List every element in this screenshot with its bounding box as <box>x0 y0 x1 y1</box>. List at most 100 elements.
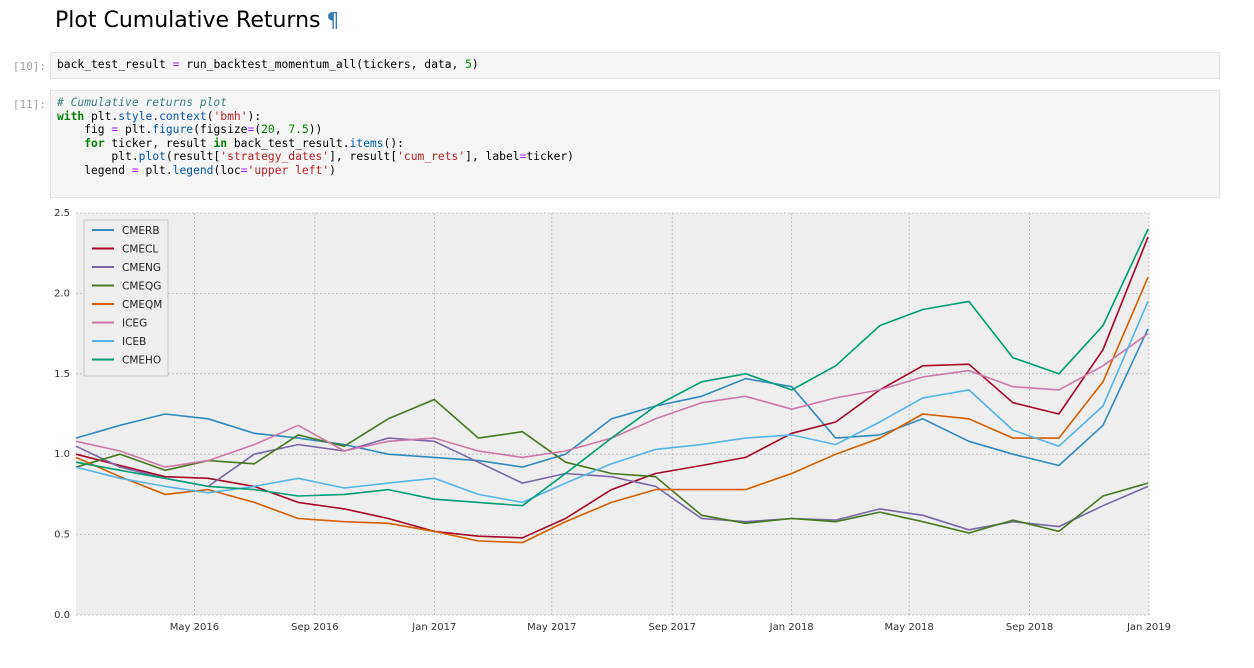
y-axis: 0.0 0.5 1.0 1.5 2.0 2.5 <box>54 208 70 621</box>
x-tick-label: Sep 2017 <box>648 622 695 633</box>
x-tick-label: May 2018 <box>884 622 933 633</box>
code-input[interactable]: # Cumulative returns plot with plt.style.… <box>50 90 1220 198</box>
legend: CMERB CMECL CMENG CMEQG CMEQM ICEG ICEB CMEHO <box>83 219 169 377</box>
legend-label: ICEB <box>122 336 146 348</box>
code-token: plt <box>118 123 146 137</box>
code-token: ): <box>247 109 262 123</box>
x-tick-label: Sep 2016 <box>291 622 338 633</box>
code-token: plt <box>57 150 132 164</box>
code-token: ) <box>329 163 336 177</box>
code-token: (figsize <box>193 123 248 137</box>
legend-label: CMEQM <box>122 299 162 311</box>
code-token: ( <box>254 123 262 137</box>
code-token: . <box>145 123 153 137</box>
code-token: . <box>165 163 173 177</box>
grid-lines <box>76 212 1150 616</box>
code-token: = <box>240 163 248 177</box>
series-line-cmeho <box>75 228 1149 507</box>
code-token: 5 <box>465 58 472 71</box>
code-token: . <box>342 136 350 150</box>
series-line-cmeng <box>75 437 1149 531</box>
page-title-text: Plot Cumulative Returns <box>55 8 321 33</box>
code-line: back_test_result = run_backtest_momentum… <box>57 58 1213 72</box>
code-token: 'strategy_dates' <box>220 150 330 164</box>
legend-label: ICEG <box>122 318 147 330</box>
code-token: = <box>111 123 119 137</box>
y-tick-label: 1.0 <box>54 449 70 460</box>
code-token: context <box>159 109 207 123</box>
cumulative-returns-chart: 0.0 0.5 1.0 1.5 2.0 2.5 May 2016 Sep 2016 Jan 2… <box>40 203 1180 643</box>
series-line-cmeqm <box>75 276 1149 544</box>
series-line-iceb <box>75 301 1149 504</box>
code-token: figure <box>152 123 194 137</box>
code-token: fig <box>57 123 112 137</box>
code-line: for ticker, result in back_test_result.i… <box>57 137 1213 151</box>
x-tick-label: Jan 2019 <box>1126 622 1171 633</box>
code-input[interactable]: back_test_result = run_backtest_momentum… <box>50 52 1220 79</box>
code-token: = <box>172 58 180 71</box>
code-token: = <box>247 123 255 137</box>
x-axis: May 2016 Sep 2016 Jan 2017 May 2017 Sep 2017… <box>170 622 1171 633</box>
y-tick-label: 0.5 <box>54 530 70 541</box>
legend-label: CMEHO <box>122 355 161 367</box>
plot-area <box>76 213 1149 615</box>
code-token: # Cumulative returns plot <box>57 96 228 109</box>
x-tick-label: Sep 2018 <box>1006 622 1053 633</box>
series-line-cmerb <box>75 328 1149 468</box>
code-token: = <box>131 163 139 177</box>
code-line: legend = plt.legend(loc='upper left') <box>57 164 1213 178</box>
code-token: = <box>519 150 527 164</box>
x-tick-label: May 2016 <box>170 622 219 633</box>
code-token: )) <box>308 123 323 137</box>
code-token: legend <box>57 163 132 177</box>
code-token: run_backtest_momentum_all(tickers, data, <box>179 58 466 71</box>
code-token: plt <box>84 109 112 123</box>
code-token: . <box>131 150 139 164</box>
code-token: . <box>111 109 119 123</box>
cell-prompt: [11]: <box>12 98 46 111</box>
code-token: 20 <box>261 123 275 137</box>
code-token: back_test_result <box>227 136 343 150</box>
code-token: 'cum_rets' <box>397 150 466 164</box>
code-token <box>57 137 84 150</box>
code-token: style <box>118 109 153 123</box>
code-token: ], label <box>465 150 520 164</box>
code-token: (): <box>383 136 404 150</box>
x-tick-label: Jan 2018 <box>769 622 814 633</box>
code-line: with plt.style.context('bmh'): <box>57 110 1213 124</box>
legend-label: CMEQG <box>122 281 161 293</box>
code-token: back_test_result <box>57 58 173 71</box>
legend-box <box>83 219 169 377</box>
code-token: ) <box>471 58 479 71</box>
code-line: plt.plot(result['strategy_dates'], resul… <box>57 150 1213 164</box>
legend-label: CMERB <box>122 225 160 237</box>
code-token: , <box>274 123 289 137</box>
y-tick-label: 2.5 <box>54 208 70 219</box>
series-lines <box>75 228 1149 544</box>
code-token: 'upper left' <box>247 163 330 177</box>
chart-svg: 0.0 0.5 1.0 1.5 2.0 2.5 May 2016 Sep 2016 Jan 2… <box>54 208 1171 633</box>
code-token: plot <box>138 150 166 164</box>
y-tick-label: 1.5 <box>54 369 70 380</box>
x-tick-label: May 2017 <box>527 622 576 633</box>
code-token: with <box>57 109 85 123</box>
code-token: ( <box>206 109 214 123</box>
x-tick-label: Jan 2017 <box>411 622 456 633</box>
y-tick-label: 2.0 <box>54 288 70 299</box>
code-token: for <box>84 136 105 150</box>
code-cell-11: [11]: # Cumulative returns plot with plt.… <box>0 90 1254 198</box>
series-line-cmeqg <box>75 398 1149 534</box>
code-token: 'bmh' <box>213 109 248 123</box>
code-token: items <box>349 136 384 150</box>
code-line: fig = plt.figure(figsize=(20, 7.5)) <box>57 123 1213 137</box>
code-cell-10: [10]: back_test_result = run_backtest_mo… <box>0 52 1254 80</box>
y-tick-label: 0.0 <box>54 610 70 621</box>
code-token: ], result[ <box>329 150 398 164</box>
page-title: Plot Cumulative Returns ¶ <box>55 8 339 33</box>
code-token: in <box>213 136 228 150</box>
code-token: 7.5 <box>288 123 309 137</box>
code-token: plt <box>138 163 166 177</box>
code-line: # Cumulative returns plot <box>57 96 1213 110</box>
anchor-link-icon[interactable]: ¶ <box>326 8 340 32</box>
code-token: . <box>152 109 160 123</box>
